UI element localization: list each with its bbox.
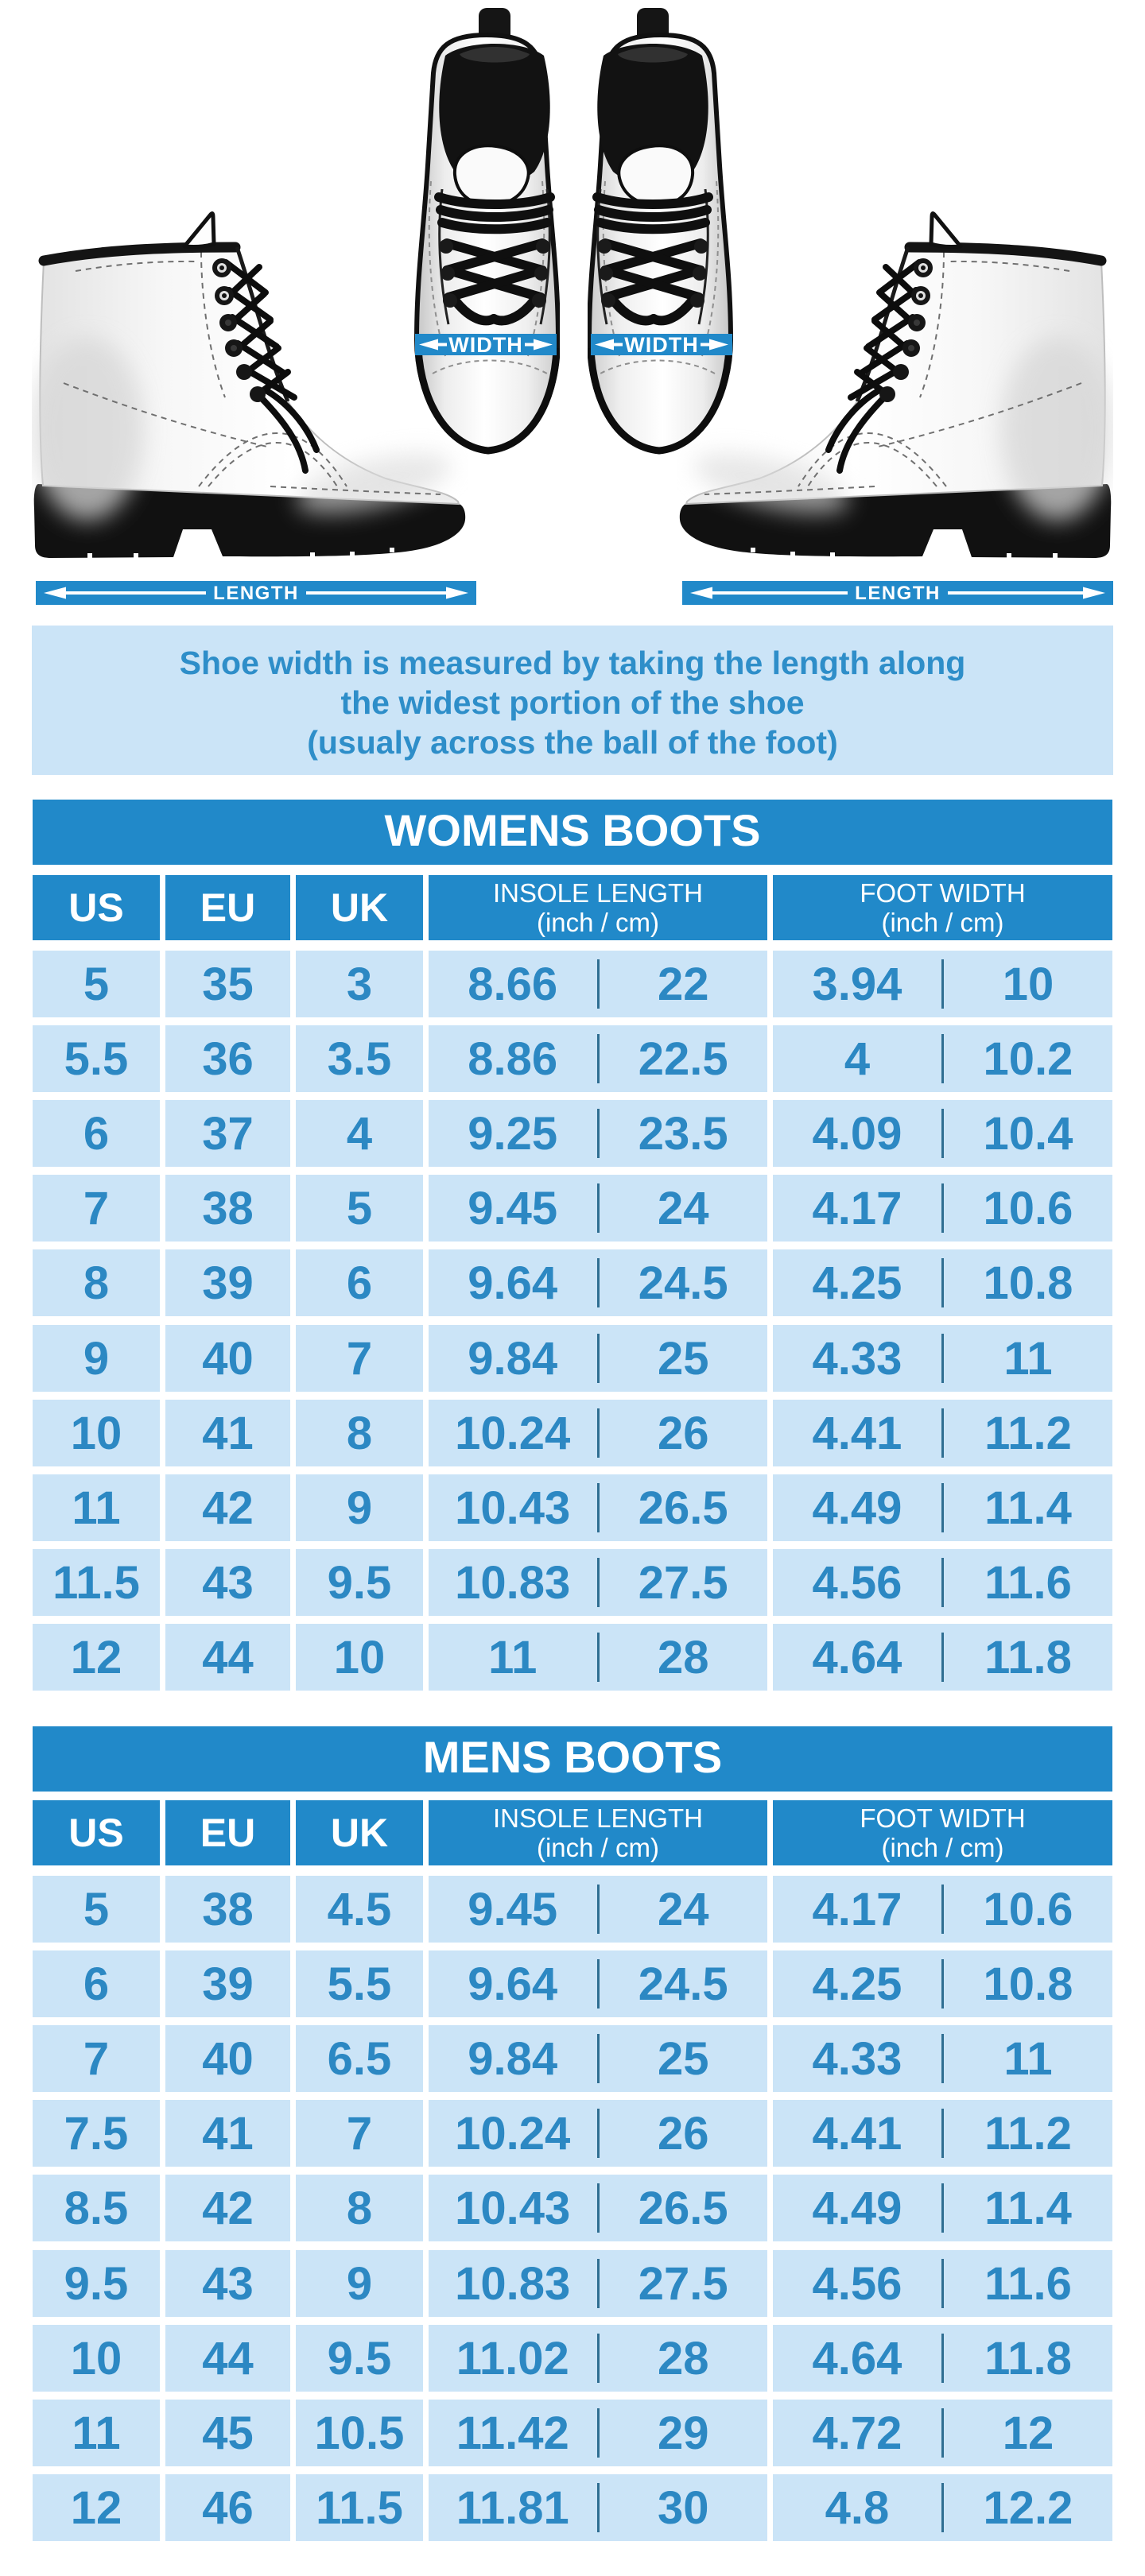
svg-text:LENGTH: LENGTH [213,583,299,604]
svg-text:LENGTH: LENGTH [855,583,941,604]
